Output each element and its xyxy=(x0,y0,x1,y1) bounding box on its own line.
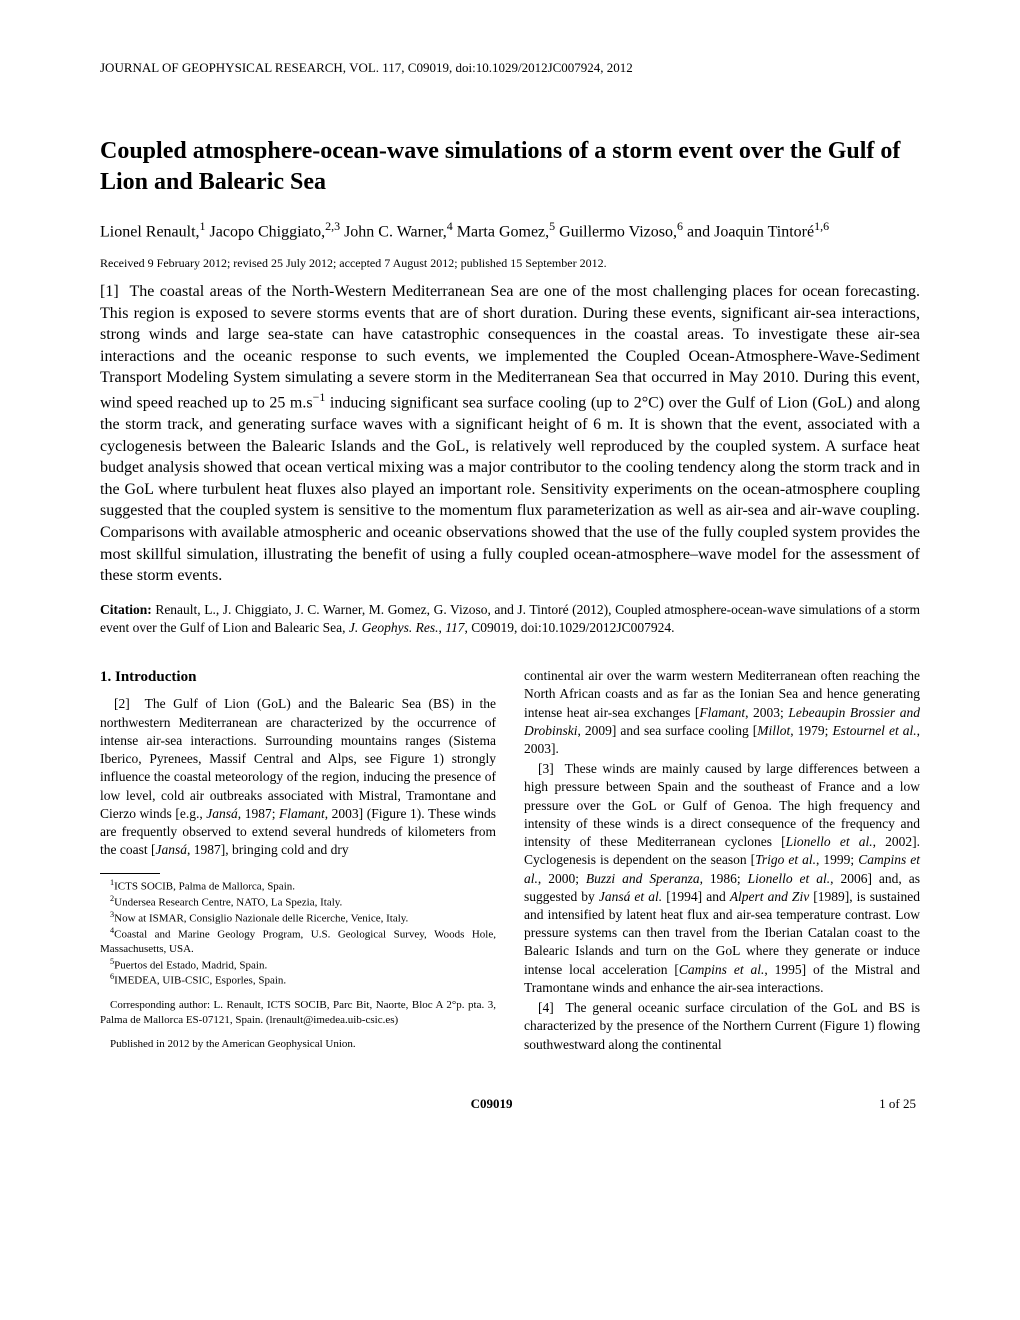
affiliation-3: 3Now at ISMAR, Consiglio Nazionale delle… xyxy=(100,910,496,926)
citation-label: Citation: xyxy=(100,602,152,617)
right-para-2: [3] These winds are mainly caused by lar… xyxy=(524,760,920,997)
affiliation-4: 4Coastal and Marine Geology Program, U.S… xyxy=(100,926,496,956)
publication-note: Published in 2012 by the American Geophy… xyxy=(100,1037,496,1052)
corresponding-author: Corresponding author: L. Renault, ICTS S… xyxy=(100,998,496,1027)
right-column: continental air over the warm western Me… xyxy=(524,667,920,1056)
article-title: Coupled atmosphere-ocean-wave simulation… xyxy=(100,136,920,198)
left-column: 1. Introduction [2] The Gulf of Lion (Go… xyxy=(100,667,496,1056)
footer-center: C09019 xyxy=(104,1096,879,1112)
running-header: JOURNAL OF GEOPHYSICAL RESEARCH, VOL. 11… xyxy=(100,60,920,76)
author-line: Lionel Renault,1 Jacopo Chiggiato,2,3 Jo… xyxy=(100,218,920,244)
section-1-heading: 1. Introduction xyxy=(100,667,496,687)
right-para-3: [4] The general oceanic surface circulat… xyxy=(524,999,920,1054)
two-column-body: 1. Introduction [2] The Gulf of Lion (Go… xyxy=(100,667,920,1056)
date-line: Received 9 February 2012; revised 25 Jul… xyxy=(100,256,920,271)
left-para-1: [2] The Gulf of Lion (GoL) and the Balea… xyxy=(100,695,496,859)
page-footer: C09019 1 of 25 xyxy=(100,1096,920,1112)
right-para-1: continental air over the warm western Me… xyxy=(524,667,920,758)
footer-right: 1 of 25 xyxy=(879,1096,916,1112)
affiliation-1: 1ICTS SOCIB, Palma de Mallorca, Spain. xyxy=(100,878,496,894)
page-root: JOURNAL OF GEOPHYSICAL RESEARCH, VOL. 11… xyxy=(0,0,1020,1152)
affiliation-6: 6IMEDEA, UIB-CSIC, Esporles, Spain. xyxy=(100,972,496,988)
affiliation-rule xyxy=(100,873,160,874)
citation-text: Renault, L., J. Chiggiato, J. C. Warner,… xyxy=(100,602,920,635)
affiliation-5: 5Puertos del Estado, Madrid, Spain. xyxy=(100,957,496,973)
citation-block: Citation: Renault, L., J. Chiggiato, J. … xyxy=(100,601,920,637)
affiliation-2: 2Undersea Research Centre, NATO, La Spez… xyxy=(100,894,496,910)
abstract: [1] The coastal areas of the North-Weste… xyxy=(100,281,920,587)
